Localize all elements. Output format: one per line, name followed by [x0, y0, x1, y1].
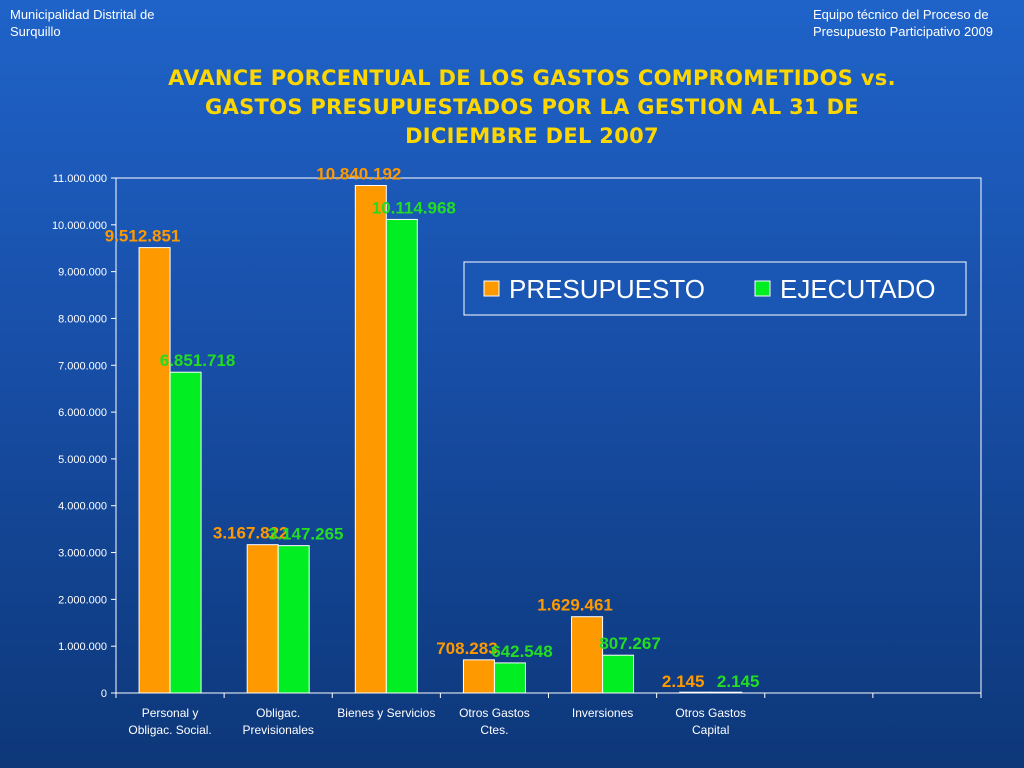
y-tick-label: 10.000.000: [52, 220, 107, 232]
bar-presupuesto-label: 9.512.851: [105, 227, 181, 246]
chart-title-line3: DICIEMBRE DEL 2007: [405, 124, 659, 148]
category-label: Bienes y Servicios: [337, 706, 435, 720]
category-label: Otros Gastos: [459, 706, 530, 720]
y-tick-label: 8.000.000: [58, 313, 107, 325]
bar-presupuesto: [679, 691, 712, 694]
category-label: Otros Gastos: [675, 706, 746, 720]
bar-presupuesto: [571, 616, 604, 694]
bar-presupuesto-label: 3.167.822: [213, 524, 289, 543]
category-label: Obligac.: [256, 706, 300, 720]
bar-ejecutado-label: 10.114.968: [372, 198, 456, 217]
legend-label-presupuesto: PRESUPUESTO: [509, 274, 705, 304]
bar-ejecutado: [602, 654, 635, 694]
category-label: Inversiones: [572, 706, 633, 720]
y-tick-label: 7.000.000: [58, 360, 107, 372]
bar-ejecutado: [277, 545, 310, 694]
header-team-line1: Equipo técnico del Proceso de: [813, 7, 989, 22]
y-tick-label: 0: [101, 688, 107, 700]
y-tick-label: 1.000.000: [58, 641, 107, 653]
bar-ejecutado-label: 642.548: [491, 642, 552, 661]
y-tick-label: 3.000.000: [58, 548, 107, 560]
bar-ejecutado-label: 2.145: [717, 672, 760, 691]
bar-ejecutado: [493, 662, 526, 694]
bar-presupuesto: [354, 184, 387, 694]
category-label: Ctes.: [480, 723, 508, 737]
header-team: Equipo técnico del Proceso de Presupuest…: [813, 6, 993, 40]
category-label: Previsionales: [243, 723, 314, 737]
legend-label-ejecutado: EJECUTADO: [780, 274, 936, 304]
bar-ejecutado: [169, 371, 202, 694]
legend: PRESUPUESTO EJECUTADO: [463, 261, 967, 316]
y-tick-label: 4.000.000: [58, 501, 107, 513]
plot-area: [115, 177, 982, 694]
bar-ejecutado-label: 6.851.718: [160, 351, 236, 370]
header-municipality-line2: Surquillo: [10, 24, 61, 39]
y-tick-label: 2.000.000: [58, 594, 107, 606]
bar-presupuesto: [246, 544, 279, 694]
chart-title-line1: AVANCE PORCENTUAL DE LOS GASTOS COMPROME…: [168, 66, 896, 90]
y-tick-label: 9.000.000: [58, 267, 107, 279]
y-tick-label: 11.000.000: [53, 173, 107, 185]
category-label: Obligac. Social.: [128, 723, 211, 737]
legend-swatch-presupuesto: [483, 280, 500, 297]
chart-title-line2: GASTOS PRESUPUESTADOS POR LA GESTION AL …: [205, 95, 859, 119]
bar-ejecutado-label: 807.267: [599, 634, 660, 653]
header-municipality-line1: Municipalidad Distrital de: [10, 7, 155, 22]
bar-presupuesto-label: 1.629.461: [537, 596, 613, 615]
y-tick-label: 5.000.000: [58, 454, 107, 466]
header-team-line2: Presupuesto Participativo 2009: [813, 24, 993, 39]
category-label: Capital: [692, 723, 729, 737]
header-municipality: Municipalidad Distrital de Surquillo: [10, 6, 155, 40]
bar-presupuesto: [462, 659, 495, 694]
bar-ejecutado: [385, 218, 418, 694]
category-label: Personal y: [142, 706, 199, 720]
legend-box: [463, 261, 967, 316]
legend-swatch-ejecutado: [754, 280, 771, 297]
bar-ejecutado-label: 3.147.265: [268, 525, 344, 544]
bar-presupuesto-label: 2.145: [662, 672, 705, 691]
y-tick-label: 6.000.000: [58, 407, 107, 419]
bar-presupuesto-label: 708.283: [436, 639, 497, 658]
bar-presupuesto-label: 10.840.192: [316, 164, 401, 183]
chart-title: AVANCE PORCENTUAL DE LOS GASTOS COMPROME…: [60, 64, 1004, 151]
bar-ejecutado: [710, 691, 743, 694]
bar-presupuesto: [138, 247, 171, 694]
